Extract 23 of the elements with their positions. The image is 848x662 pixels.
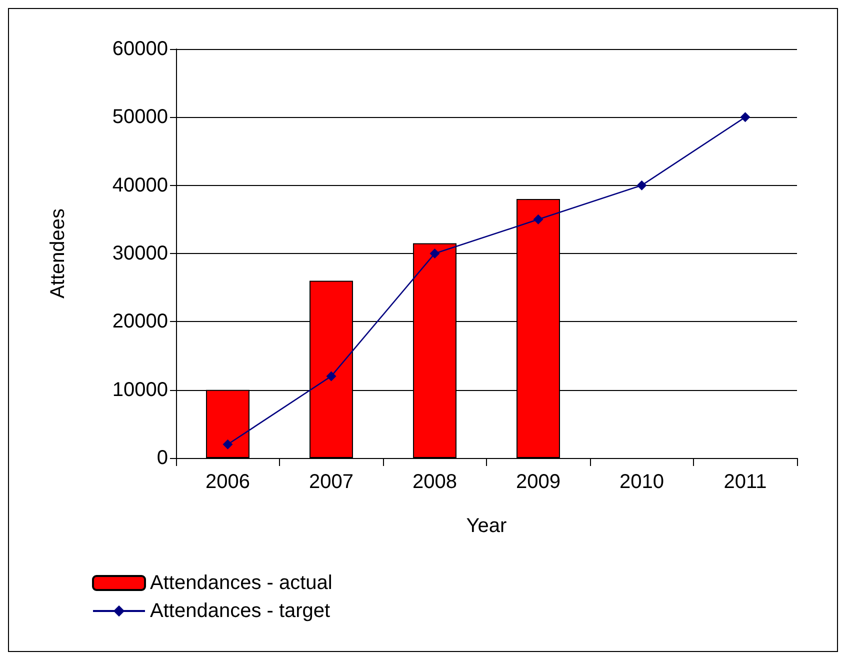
- point: [430, 248, 440, 258]
- point: [740, 112, 750, 122]
- x-tick-label: 2008: [412, 471, 457, 493]
- x-tick-label: 2007: [309, 471, 354, 493]
- x-tick-label: 2006: [206, 471, 250, 493]
- y-axis-title: Attendees: [47, 208, 69, 299]
- y-tick-label: 30000: [112, 242, 168, 264]
- point: [533, 214, 544, 224]
- y-tick-label: 40000: [112, 174, 168, 196]
- legend-label: Attendances - actual: [150, 572, 332, 594]
- y-tick-label: 10000: [112, 378, 168, 401]
- legend-label: Attendances - target: [150, 600, 331, 622]
- point: [636, 180, 647, 190]
- point: [326, 371, 336, 382]
- x-tick-label: 2011: [724, 471, 767, 493]
- y-tick-label: 0: [156, 447, 168, 469]
- y-tick-label: 20000: [112, 310, 168, 333]
- y-tick-label: 50000: [112, 106, 168, 128]
- x-tick-label: 2009: [516, 471, 560, 493]
- x-tick-label: 2010: [620, 471, 664, 493]
- point: [222, 439, 233, 450]
- y-tick-label: 60000: [112, 38, 168, 60]
- x-axis-title: Year: [466, 515, 508, 537]
